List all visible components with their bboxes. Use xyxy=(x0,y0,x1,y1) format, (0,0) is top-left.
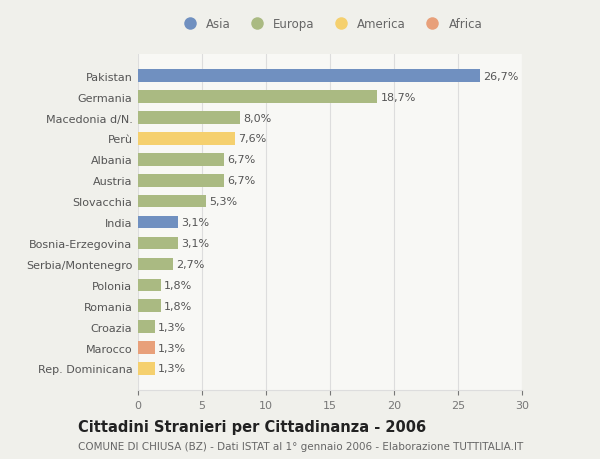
Text: 1,8%: 1,8% xyxy=(164,280,193,290)
Bar xyxy=(138,154,224,166)
Text: 1,3%: 1,3% xyxy=(158,322,186,332)
Text: 6,7%: 6,7% xyxy=(227,155,255,165)
Bar xyxy=(138,363,155,375)
Bar xyxy=(138,196,206,208)
Text: 1,3%: 1,3% xyxy=(158,364,186,374)
Bar xyxy=(138,112,241,124)
Text: COMUNE DI CHIUSA (BZ) - Dati ISTAT al 1° gennaio 2006 - Elaborazione TUTTITALIA.: COMUNE DI CHIUSA (BZ) - Dati ISTAT al 1°… xyxy=(78,441,523,451)
Bar xyxy=(138,258,173,271)
Text: 1,8%: 1,8% xyxy=(164,301,193,311)
Text: 2,7%: 2,7% xyxy=(176,259,204,269)
Bar xyxy=(138,216,178,229)
Bar xyxy=(138,321,155,333)
Bar xyxy=(138,174,224,187)
Bar xyxy=(138,70,480,83)
Bar xyxy=(138,341,155,354)
Bar xyxy=(138,300,161,312)
Text: 7,6%: 7,6% xyxy=(238,134,267,144)
Text: 6,7%: 6,7% xyxy=(227,176,255,186)
Text: 8,0%: 8,0% xyxy=(244,113,272,123)
Bar xyxy=(138,237,178,250)
Bar xyxy=(138,133,235,146)
Text: 26,7%: 26,7% xyxy=(483,72,518,82)
Text: 5,3%: 5,3% xyxy=(209,197,237,207)
Text: 3,1%: 3,1% xyxy=(181,218,209,228)
Legend: Asia, Europa, America, Africa: Asia, Europa, America, Africa xyxy=(174,14,486,34)
Text: 3,1%: 3,1% xyxy=(181,239,209,248)
Bar xyxy=(138,91,377,104)
Text: 18,7%: 18,7% xyxy=(380,92,416,102)
Text: 1,3%: 1,3% xyxy=(158,343,186,353)
Text: Cittadini Stranieri per Cittadinanza - 2006: Cittadini Stranieri per Cittadinanza - 2… xyxy=(78,419,426,434)
Bar xyxy=(138,279,161,291)
